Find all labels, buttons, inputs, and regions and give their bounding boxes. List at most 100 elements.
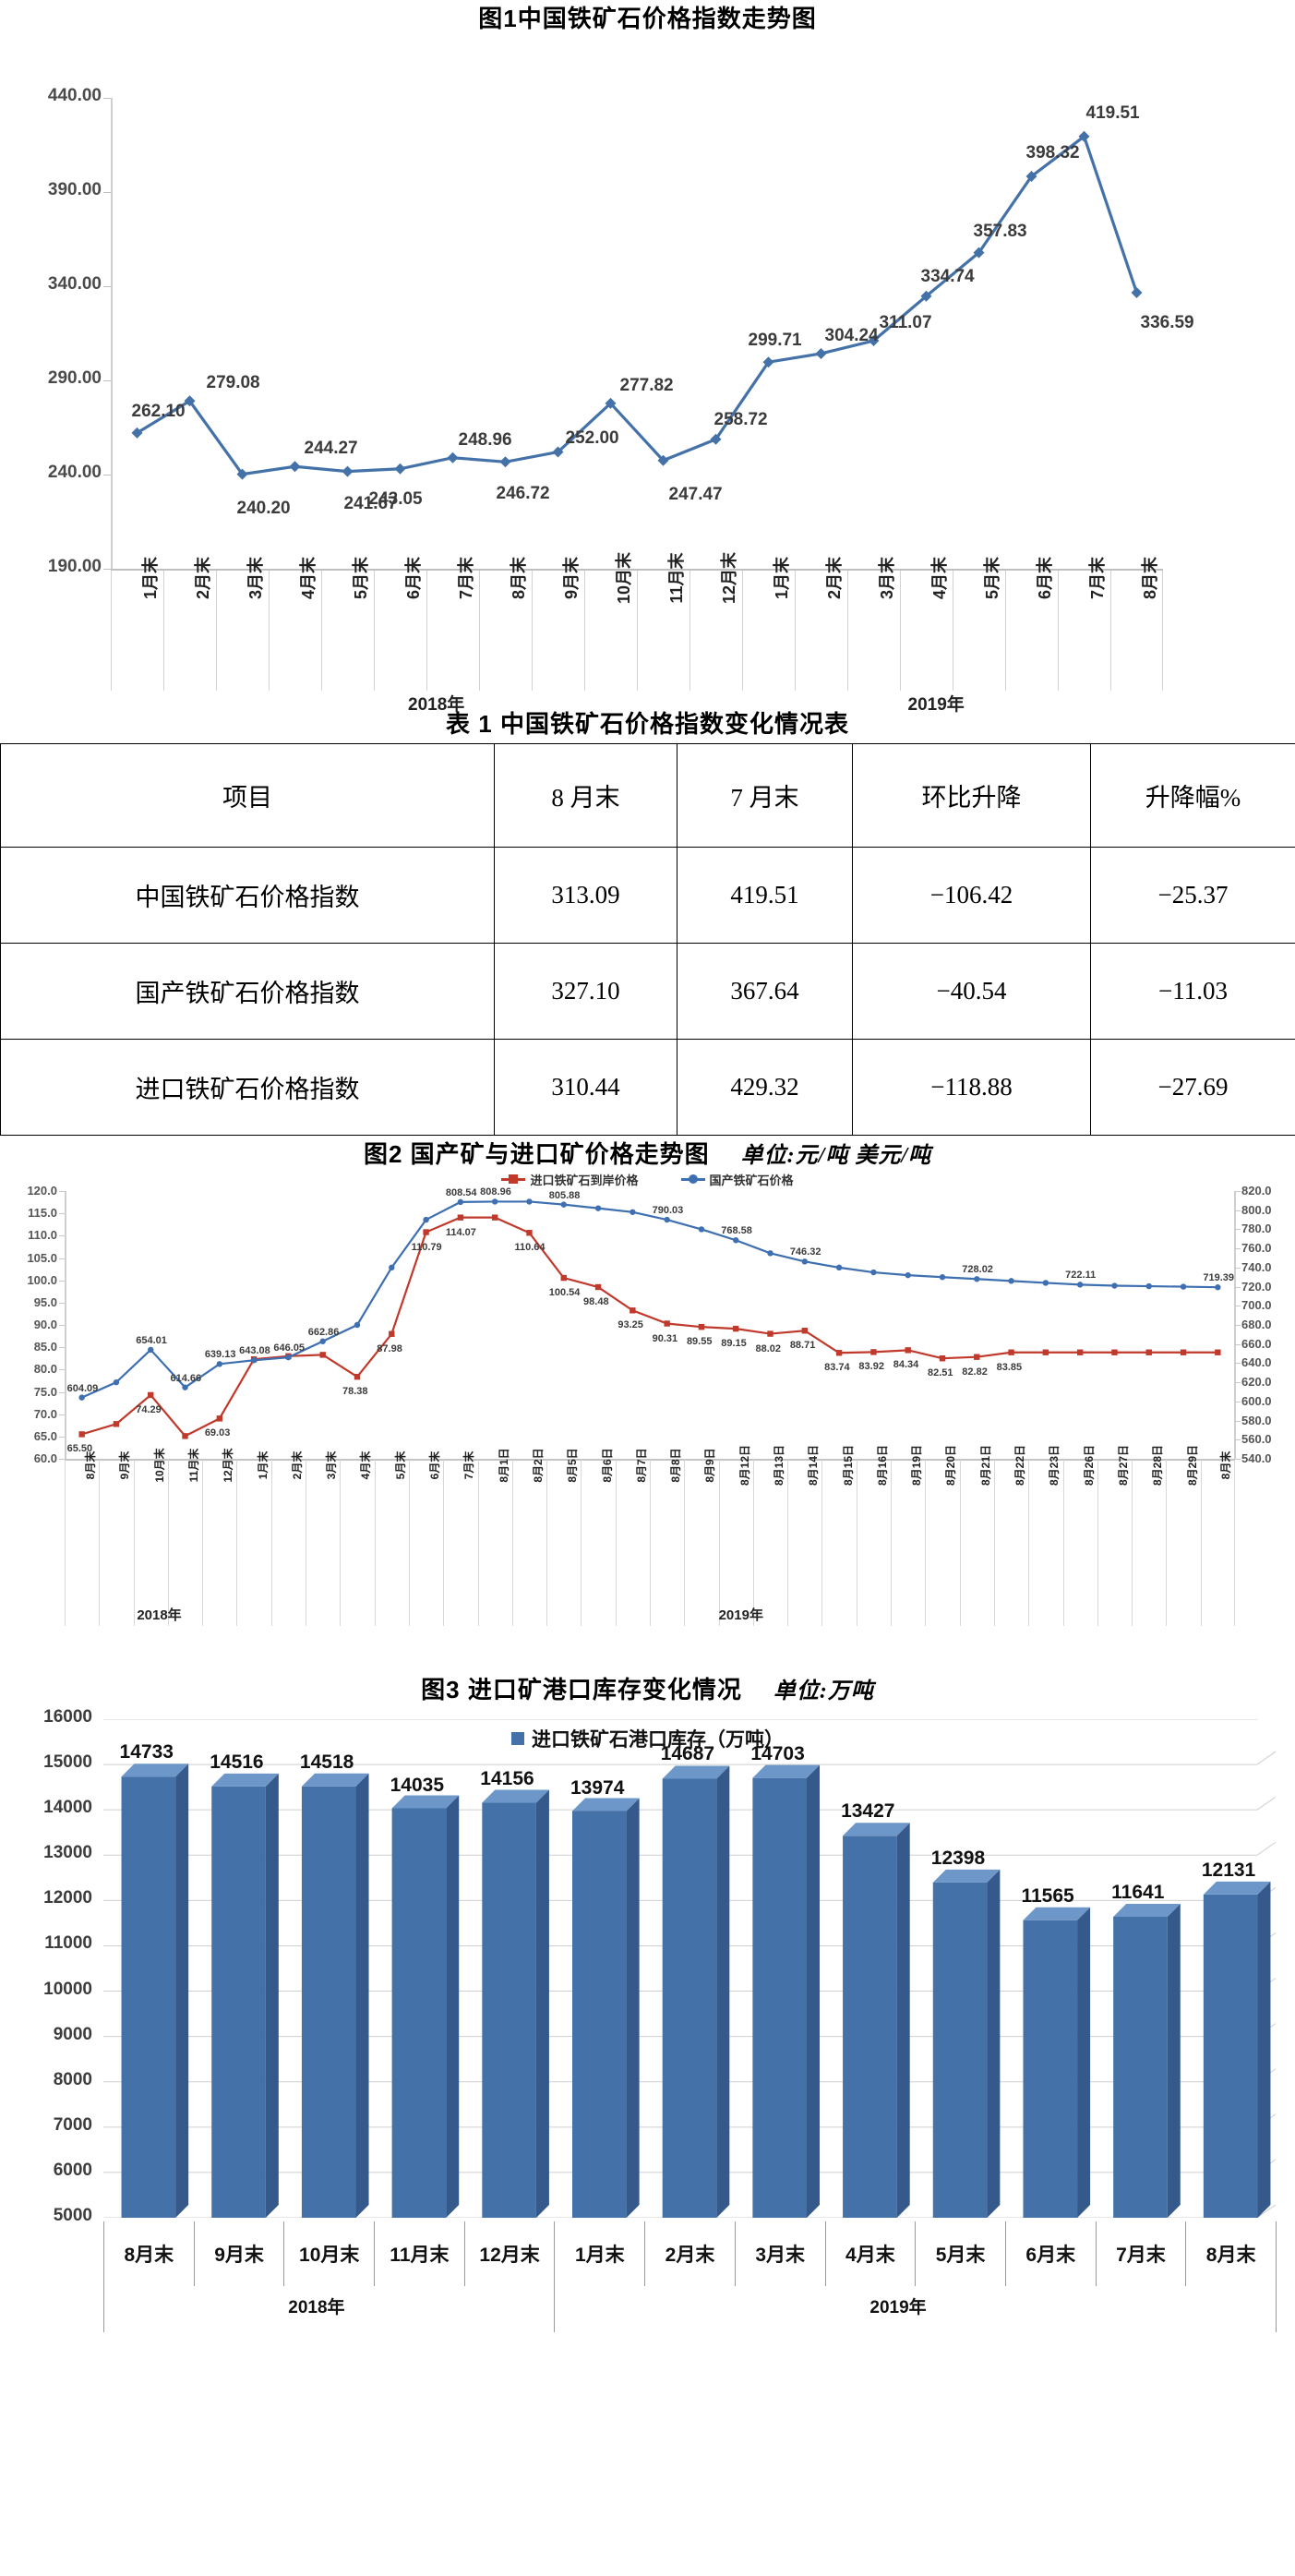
figure3-year-2018: 2018年 bbox=[288, 2298, 345, 2317]
figure2-s0-label-8: 78.38 bbox=[342, 1386, 368, 1398]
figure2-x-cell-1: 9月末 bbox=[99, 1451, 133, 1626]
figure2-s1-label-29: 722.11 bbox=[1065, 1270, 1097, 1282]
figure2-s1-label-11: 808.54 bbox=[445, 1186, 477, 1198]
figure2-legend: 进口铁矿石到岸价格 国产铁矿石价格 bbox=[0, 1171, 1295, 1188]
figure1-point-label-5: 243.05 bbox=[368, 488, 423, 509]
figure3-x-label-0: 8月末 bbox=[124, 2245, 174, 2266]
figure2-right-tickmark-12 bbox=[1235, 1420, 1241, 1422]
figure3-x-cell-4: 12月末 bbox=[463, 2221, 555, 2286]
figure3-y-tick-2: 14000 bbox=[43, 1798, 92, 1818]
figure3-x-label-3: 11月末 bbox=[390, 2245, 450, 2266]
figure2-container: 图2 国产矿与进口矿价格走势图 单位:元/吨 美元/吨 进口铁矿石到岸价格 国产铁… bbox=[0, 1136, 1295, 1671]
figure1-y-tickmark-1 bbox=[103, 192, 111, 193]
figure3-bar-label-0: 14733 bbox=[119, 1741, 174, 1763]
figure2-right-tick-13: 560.0 bbox=[1241, 1432, 1272, 1447]
figure2-left-axis bbox=[65, 1191, 66, 1459]
figure3-y-tick-5: 11000 bbox=[44, 1933, 92, 1954]
figure3-bar-label-2: 14518 bbox=[299, 1751, 354, 1773]
figure3-y-tick-3: 13000 bbox=[43, 1843, 92, 1863]
table-row: 国产铁矿石价格指数 327.10 367.64 −40.54 −11.03 bbox=[0, 943, 1295, 1040]
figure1-x-cell-11: 12月末 bbox=[689, 552, 742, 691]
figure1-y-tick-4: 240.00 bbox=[47, 463, 102, 482]
figure3-legend-label: 进口铁矿石港口库存（万吨） bbox=[532, 1729, 784, 1751]
figure1-point-label-2: 240.20 bbox=[236, 498, 291, 518]
figure1-y-axis bbox=[111, 98, 113, 569]
figure1-x-label-7: 8月末 bbox=[510, 556, 528, 600]
figure2-left-tick-6: 90.0 bbox=[33, 1318, 57, 1331]
figure2-right-tickmark-10 bbox=[1235, 1382, 1241, 1384]
figure3-x-label-4: 12月末 bbox=[479, 2245, 540, 2266]
figure2-s1-label-2: 654.01 bbox=[136, 1334, 167, 1346]
figure1-x-cell-17: 6月末 bbox=[1005, 557, 1058, 691]
table1-r2-c3: −118.88 bbox=[852, 1039, 1091, 1136]
figure2-s0-label-19: 89.15 bbox=[721, 1338, 747, 1350]
table1-r0-c2: 419.51 bbox=[677, 847, 853, 944]
figure1-x-label-9: 10月末 bbox=[615, 551, 633, 605]
figure3-y-tick-0: 16000 bbox=[43, 1707, 92, 1727]
figure2-left-tickmark-3 bbox=[59, 1258, 65, 1259]
figure2-x-label-20: 8月13日 bbox=[773, 1444, 786, 1487]
figure2-x-label-9: 5月末 bbox=[393, 1451, 407, 1480]
figure2-x-cell-8: 4月末 bbox=[340, 1451, 374, 1626]
figure2-x-cell-29: 8月26日 bbox=[1062, 1445, 1097, 1626]
figure2-s0-label-17: 90.31 bbox=[652, 1332, 678, 1344]
table-row: 进口铁矿石价格指数 310.44 429.32 −118.88 −27.69 bbox=[0, 1039, 1295, 1136]
figure2-right-tick-10: 620.0 bbox=[1241, 1375, 1272, 1390]
figure2-s1-label-3: 614.66 bbox=[170, 1372, 202, 1384]
figure1-point-label-17: 398.32 bbox=[1025, 143, 1080, 163]
figure1-line-svg bbox=[131, 130, 1143, 480]
figure2-left-tickmark-2 bbox=[59, 1235, 65, 1237]
figure2-left-tick-12: 60.0 bbox=[33, 1451, 57, 1465]
figure2-x-cell-31: 8月28日 bbox=[1132, 1445, 1166, 1626]
figure3-bar-label-5: 13974 bbox=[570, 1777, 625, 1800]
figure1-x-label-17: 6月末 bbox=[1036, 556, 1054, 600]
figure2-s0-label-23: 83.92 bbox=[858, 1361, 884, 1373]
table1-r0-c0: 中国铁矿石价格指数 bbox=[0, 847, 495, 944]
figure2-x-label-2: 10月末 bbox=[152, 1448, 166, 1483]
figure3-unit: 单位:万吨 bbox=[773, 1679, 874, 1703]
figure2-left-tick-10: 70.0 bbox=[33, 1406, 57, 1421]
figure2-s0-label-4: 69.03 bbox=[204, 1427, 231, 1439]
figure3-x-cell-12: 8月末 bbox=[1185, 2221, 1276, 2286]
figure2-x-label-24: 8月19日 bbox=[910, 1444, 924, 1487]
figure3-bar-label-12: 12131 bbox=[1201, 1859, 1256, 1881]
figure2-x-label-19: 8月12日 bbox=[737, 1444, 751, 1487]
figure2-x-cell-22: 8月15日 bbox=[821, 1445, 856, 1626]
figure2-right-tick-2: 780.0 bbox=[1241, 1222, 1272, 1236]
figure2-left-tickmark-8 bbox=[59, 1369, 65, 1371]
table1-r2-c4: −27.69 bbox=[1090, 1039, 1295, 1136]
figure3-y-tick-11: 5000 bbox=[53, 2206, 92, 2225]
figure2-s1-label-7: 662.86 bbox=[307, 1326, 340, 1338]
bar-swatch-icon bbox=[511, 1732, 524, 1745]
figure2-x-label-27: 8月22日 bbox=[1013, 1444, 1027, 1487]
figure2-right-tick-12: 580.0 bbox=[1241, 1413, 1272, 1427]
figure2-x-label-25: 8月20日 bbox=[944, 1444, 958, 1487]
figure3-bar-label-7: 14703 bbox=[750, 1742, 805, 1764]
figure2-x-cell-24: 8月19日 bbox=[891, 1445, 925, 1626]
figure3-x-cell-1: 9月末 bbox=[193, 2221, 284, 2286]
figure1-point-label-12: 299.71 bbox=[748, 331, 802, 351]
figure2-s0-label-20: 88.02 bbox=[755, 1342, 782, 1354]
figure2-x-cell-18: 8月9日 bbox=[684, 1448, 718, 1626]
figure2-x-cell-12: 8月1日 bbox=[477, 1448, 512, 1626]
figure2-s0-label-21: 88.71 bbox=[789, 1340, 816, 1352]
figure1-x-axis-labels: 1月末 2月末 3月末 4月末 5月末 6月末 7月末 8月末 9月末 10月末 11月末 12月末 1… bbox=[111, 552, 1163, 691]
figure1-point-label-19: 336.59 bbox=[1140, 312, 1194, 332]
figure3-x-cell-9: 5月末 bbox=[915, 2221, 1005, 2286]
table1-r0-c1: 313.09 bbox=[494, 847, 677, 944]
figure2-right-tick-8: 660.0 bbox=[1241, 1336, 1272, 1351]
figure2-s0-label-18: 89.55 bbox=[686, 1336, 713, 1348]
figure2-x-cell-5: 1月末 bbox=[236, 1451, 270, 1626]
figure3-x-cell-3: 11月末 bbox=[374, 2221, 464, 2286]
figure3-x-cell-0: 8月末 bbox=[103, 2221, 194, 2286]
figure2-x-cell-13: 8月2日 bbox=[511, 1448, 546, 1626]
figure1-y-tick-3: 290.00 bbox=[47, 368, 102, 388]
figure2-s0-label-15: 98.48 bbox=[583, 1296, 609, 1307]
figure2-x-cell-19: 8月12日 bbox=[718, 1445, 753, 1626]
figure2-s0-label-14: 100.54 bbox=[548, 1287, 581, 1299]
figure2-x-axis-labels: 8月末 9月末 10月末 11月末 12月末 1月末 2月末 3月末 4月末 5月末 6月末 7月末 8… bbox=[65, 1445, 1235, 1626]
figure1-chart: 440.00 390.00 340.00 290.00 240.00 190.00 262… bbox=[0, 44, 1194, 715]
figure2-x-cell-4: 12月末 bbox=[202, 1448, 236, 1626]
figure2-x-label-33: 8月末 bbox=[1219, 1451, 1233, 1480]
figure2-x-label-1: 9月末 bbox=[118, 1451, 132, 1480]
